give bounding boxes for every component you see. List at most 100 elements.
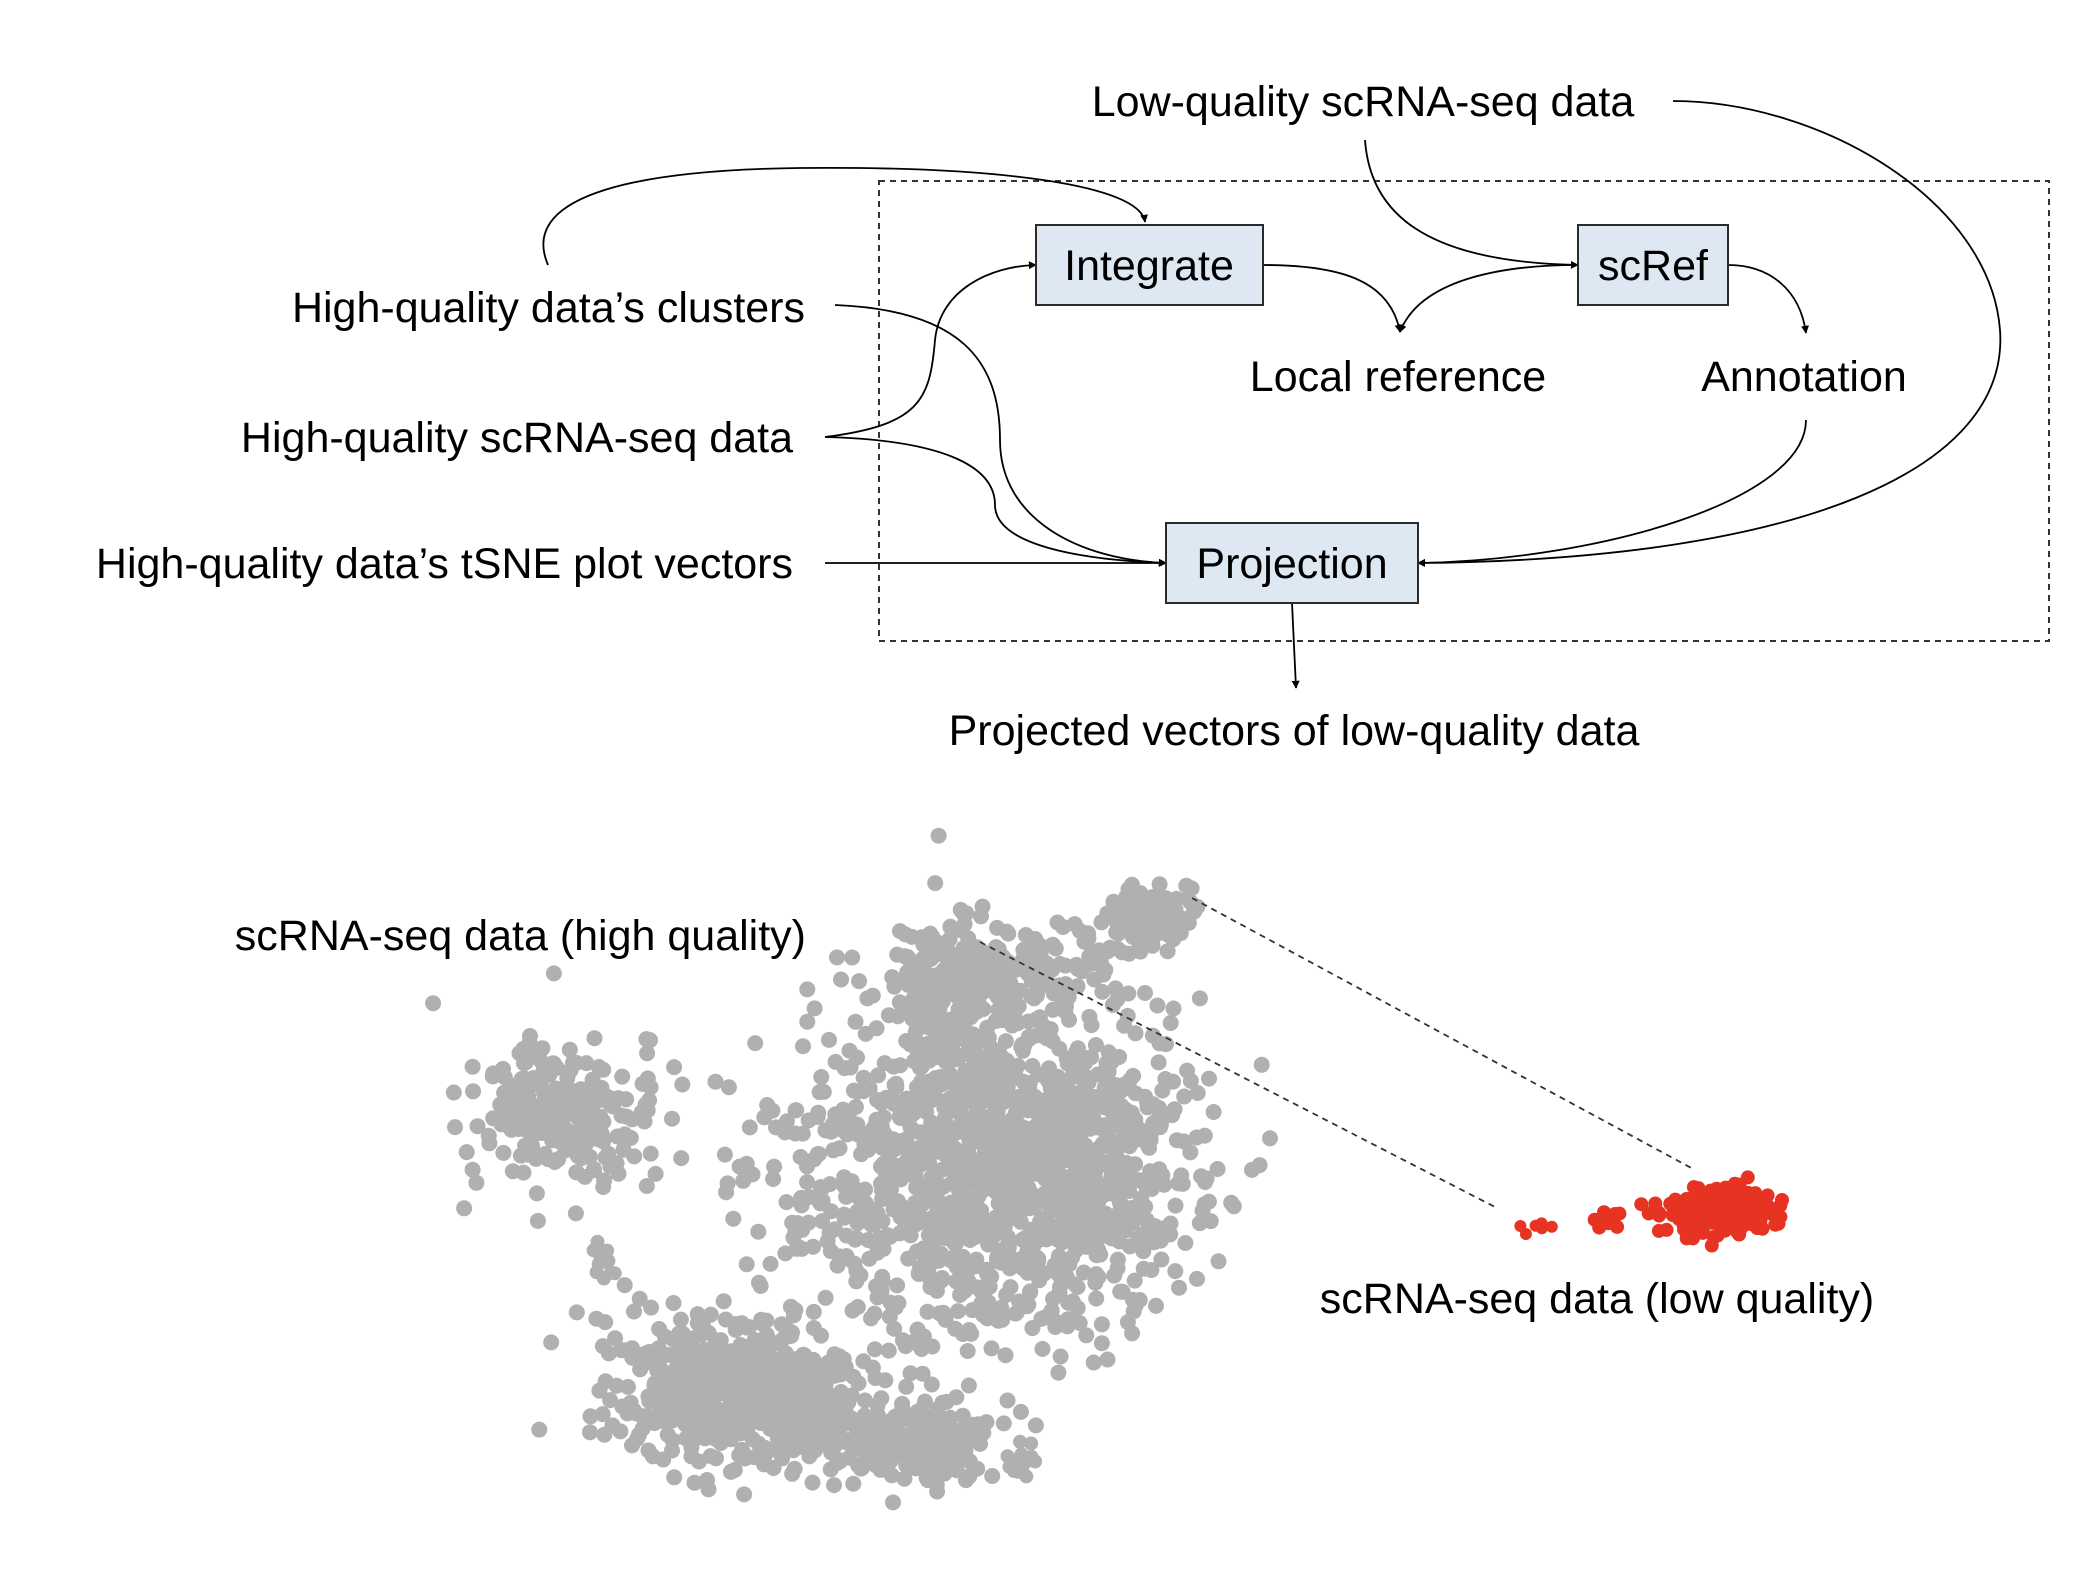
hq-point <box>751 1274 767 1291</box>
hq-point <box>970 1032 987 1049</box>
hq-point <box>718 1184 735 1201</box>
hq-point <box>622 1394 639 1411</box>
hq-point <box>469 1118 486 1135</box>
hq-point <box>814 1213 831 1230</box>
hq-point <box>1050 1196 1067 1213</box>
hq-point <box>799 981 816 998</box>
hq-point <box>873 1176 890 1193</box>
hq-point <box>908 1179 925 1196</box>
hq-point <box>966 1052 983 1069</box>
hq-point <box>834 1394 851 1411</box>
hq-point <box>936 1460 953 1477</box>
hq-point <box>885 1494 901 1511</box>
hq-point <box>616 1126 633 1143</box>
hq-point <box>495 1060 511 1077</box>
hq-point <box>814 1397 830 1414</box>
hq-point <box>673 1350 690 1367</box>
hq-point <box>500 1102 517 1118</box>
hq-point <box>1166 1101 1183 1118</box>
high-quality-scatter-label: scRNA-seq data (high quality) <box>235 912 806 960</box>
hq-point <box>738 1256 755 1273</box>
hq-point <box>826 1477 842 1494</box>
hq-point <box>905 1105 922 1122</box>
hq-point <box>1189 1270 1205 1287</box>
hq-point <box>927 1422 944 1439</box>
hq-point <box>704 1419 721 1436</box>
hq-point <box>956 916 973 932</box>
lq-point <box>1689 1203 1704 1218</box>
hq-point <box>866 1305 883 1322</box>
hq-point <box>1032 944 1049 961</box>
hq-point <box>1090 1095 1107 1111</box>
hq-point <box>1225 1198 1242 1215</box>
lq-point <box>1775 1193 1789 1207</box>
hq-point <box>752 1415 769 1431</box>
integrate-box: Integrate <box>1035 224 1264 306</box>
hq-point <box>720 1079 737 1096</box>
hq-point <box>1008 996 1025 1013</box>
hq-point <box>597 1314 614 1331</box>
hq-point <box>1078 1171 1095 1188</box>
hq-point <box>727 1316 744 1332</box>
hq-point <box>1075 1264 1092 1281</box>
hq-point <box>891 1406 908 1422</box>
hq-point <box>928 1090 945 1107</box>
hq-point <box>887 1139 904 1156</box>
hq-point <box>839 1434 856 1451</box>
hq-point <box>1262 1130 1278 1147</box>
hq-point <box>1074 1188 1091 1205</box>
lq-point <box>1663 1196 1678 1211</box>
hq-point <box>963 1190 979 1207</box>
hq-point <box>1109 991 1126 1008</box>
hq-point <box>1026 1088 1043 1105</box>
hq-point <box>750 1223 767 1240</box>
hq-point <box>769 1429 786 1446</box>
edge-clusters-to-integrate <box>542 166 1148 266</box>
lq-point <box>1703 1183 1718 1198</box>
hq-point <box>849 1299 866 1315</box>
hq-point <box>578 1055 595 1072</box>
hq-point <box>738 1407 755 1423</box>
hq-point <box>811 1084 828 1101</box>
guide-line-upper <box>1191 897 1696 1171</box>
edge-scref-to-annotation <box>1727 264 1809 334</box>
hq-point <box>1049 914 1066 931</box>
hq-point <box>998 1287 1015 1303</box>
local-reference-label: Local reference <box>1250 353 1546 401</box>
hq-point <box>523 1077 540 1094</box>
hq-point <box>1151 876 1168 893</box>
hq-point <box>1182 1144 1199 1161</box>
hq-point <box>1126 893 1143 909</box>
hq-point <box>1045 1290 1062 1307</box>
hq-point <box>946 1140 963 1157</box>
hq-point <box>1103 1103 1120 1120</box>
hq-point <box>665 1331 682 1348</box>
hq-point <box>849 1215 866 1232</box>
hq-point <box>1078 1238 1095 1255</box>
hq-point <box>977 1227 994 1244</box>
hq-point <box>545 1055 562 1072</box>
hq-point <box>1067 1044 1084 1061</box>
hq-point <box>708 1450 724 1467</box>
hq-point <box>1071 1315 1088 1331</box>
hq-point <box>626 1303 642 1320</box>
hq-point <box>1196 1127 1213 1144</box>
hq-point <box>902 1227 919 1244</box>
hq-point <box>851 973 868 990</box>
hq-point <box>1124 1215 1141 1232</box>
hq-point <box>860 1232 877 1248</box>
hq-point <box>842 1059 859 1076</box>
hq-point <box>992 972 1009 989</box>
hq-point <box>1052 1348 1069 1365</box>
hq-point <box>665 1295 682 1311</box>
hq-point <box>747 1035 764 1052</box>
hq-point <box>841 1042 858 1059</box>
hq-point <box>902 1365 919 1382</box>
hq-point <box>896 1470 913 1487</box>
hq-point <box>586 1243 601 1258</box>
hq-point <box>782 1298 799 1315</box>
hq-point <box>1244 1161 1260 1178</box>
hq-point <box>1089 1186 1106 1203</box>
hq-point <box>898 1131 915 1148</box>
